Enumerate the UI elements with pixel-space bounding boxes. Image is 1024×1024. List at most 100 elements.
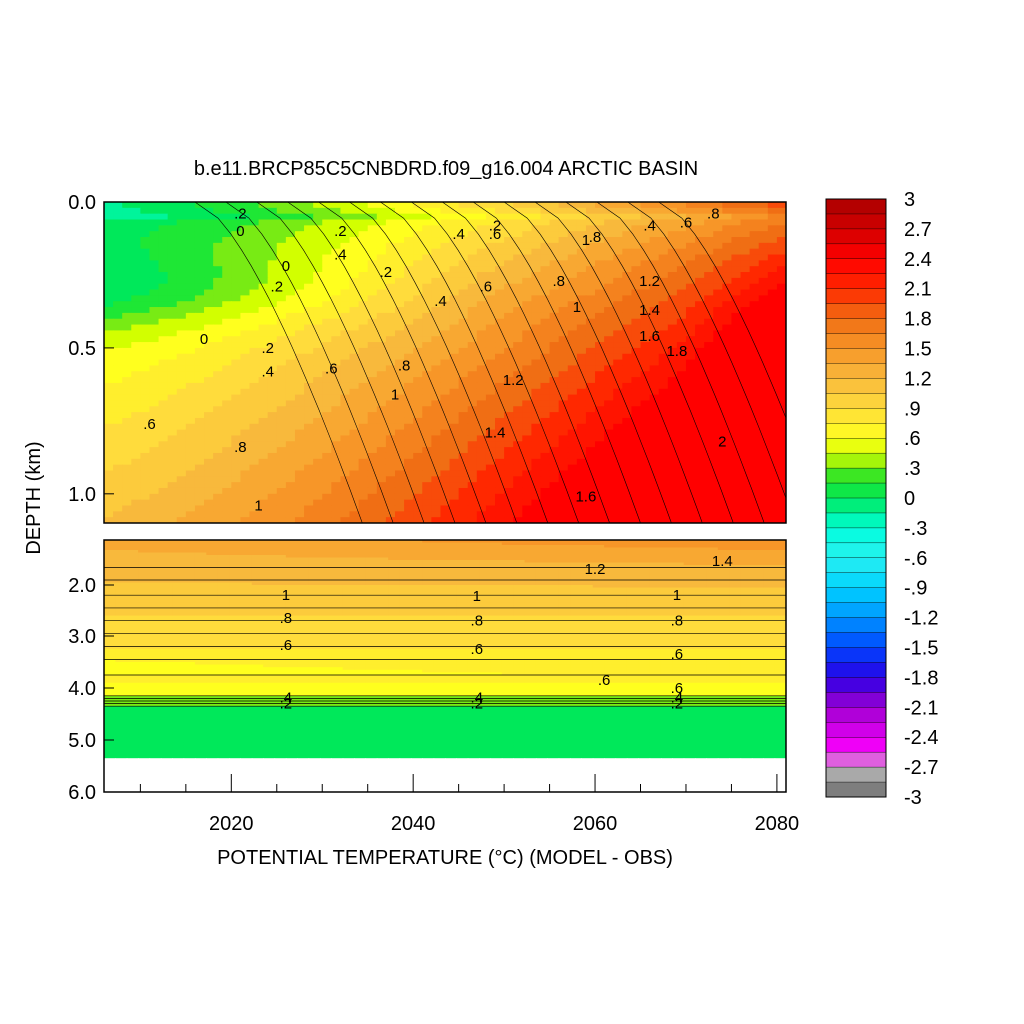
field-cell [722, 382, 733, 390]
field-cell [172, 552, 185, 556]
field-cell [504, 260, 514, 267]
contour-label: 1.2 [639, 273, 660, 290]
field-cell [667, 336, 678, 343]
field-cell [113, 301, 123, 308]
field-cell [331, 557, 344, 561]
field-cell [240, 441, 251, 448]
field-cell [763, 555, 776, 559]
field-cell [767, 318, 778, 326]
field-cell [676, 493, 687, 501]
field-cell [394, 482, 405, 489]
field-cell [340, 400, 351, 407]
field-cell [158, 260, 169, 267]
field-cell [495, 388, 505, 396]
field-cell [149, 487, 160, 495]
field-cell [267, 260, 278, 267]
field-cell [767, 394, 778, 402]
field-cell [231, 423, 241, 431]
field-cell [713, 371, 723, 378]
field-cell [194, 447, 205, 454]
field-cell [285, 359, 296, 367]
upper-panel-frame [103, 201, 787, 524]
field-cell [331, 382, 342, 390]
field-cell [349, 272, 360, 279]
field-cell [113, 441, 123, 448]
field-cell [658, 423, 669, 431]
field-cell [549, 394, 560, 402]
field-cell [549, 318, 560, 326]
field-cell [399, 552, 412, 556]
field-cell [685, 277, 696, 285]
field-cell [422, 542, 435, 546]
field-cell [349, 447, 360, 454]
field-cell [776, 458, 786, 466]
field-cell [640, 254, 651, 261]
field-cell [313, 295, 323, 302]
field-cell [104, 213, 114, 221]
contour-line [287, 202, 456, 523]
field-cell [585, 312, 596, 320]
field-cell [658, 254, 669, 261]
field-cell [172, 557, 185, 561]
field-cell [540, 511, 551, 518]
field-cell [176, 312, 187, 320]
field-cell [558, 231, 569, 238]
field-cell [449, 464, 460, 472]
field-cell [717, 555, 730, 559]
field-cell [274, 552, 287, 556]
field-cell [749, 441, 760, 448]
field-cell [304, 289, 314, 296]
field-cell [713, 272, 723, 279]
field-cell [240, 388, 251, 396]
field-cell [422, 412, 432, 419]
field-cell [231, 307, 241, 314]
field-cell [404, 272, 414, 279]
field-cell [604, 248, 614, 256]
field-cell [440, 382, 451, 390]
field-cell [767, 435, 778, 442]
field-cell [713, 318, 723, 326]
field-cell [513, 254, 523, 261]
field-cell [104, 487, 114, 495]
field-cell [240, 202, 251, 209]
field-cell [365, 570, 378, 574]
field-cell [440, 231, 451, 238]
field-cell [535, 562, 548, 566]
field-cell [140, 266, 151, 273]
field-cell [767, 412, 778, 419]
field-cell [749, 359, 760, 367]
field-cell [740, 493, 751, 501]
field-cell [660, 552, 673, 556]
field-cell [713, 499, 723, 507]
field-cell [194, 464, 205, 472]
field-cell [685, 388, 696, 396]
field-cell [172, 542, 185, 546]
field-cell [433, 562, 446, 566]
field-cell [158, 353, 169, 361]
field-cell [206, 545, 219, 549]
field-cell [185, 242, 196, 250]
field-cell [340, 377, 351, 384]
field-cell [431, 283, 442, 291]
field-cell [167, 505, 178, 512]
field-cell [567, 441, 578, 448]
field-cell [294, 207, 305, 215]
field-cell [445, 555, 457, 559]
field-cell [758, 231, 769, 238]
field-cell [115, 540, 128, 544]
field-cell [385, 277, 396, 285]
field-cell [422, 565, 435, 569]
field-cell [704, 347, 714, 355]
field-cell [331, 260, 342, 267]
field-cell [576, 225, 587, 232]
field-cell [495, 318, 505, 326]
field-cell [267, 382, 278, 390]
field-cell [695, 423, 705, 431]
field-cell [204, 260, 214, 267]
field-cell [501, 552, 514, 556]
field-cell [713, 470, 723, 477]
field-cell [613, 242, 623, 250]
field-cell [322, 394, 332, 402]
field-cell [658, 301, 669, 308]
field-cell [549, 499, 560, 507]
